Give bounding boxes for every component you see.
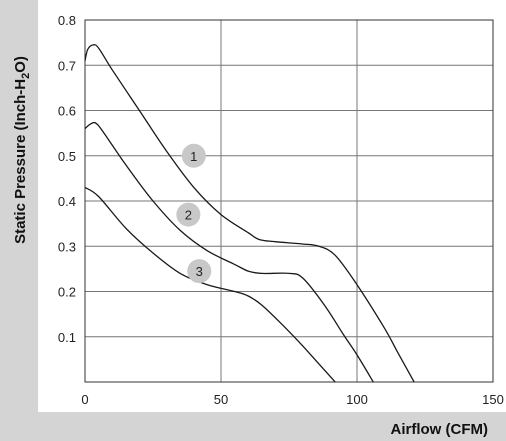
x-axis-title-band [0, 412, 506, 441]
y-tick-label: 0.8 [58, 13, 76, 28]
y-tick-label: 0.5 [58, 149, 76, 164]
plot-frame [84, 19, 494, 383]
y-tick-label: 0.7 [58, 58, 76, 73]
x-axis-title: Airflow (CFM) [391, 421, 488, 438]
series-badge-2 [176, 202, 201, 227]
y-tick-label: 0.3 [58, 239, 76, 254]
grid-lines [85, 19, 493, 382]
y-tick-label: 0.6 [58, 104, 76, 119]
series-line-1 [84, 44, 415, 383]
x-tick-label: 0 [81, 392, 88, 407]
y-axis-title-band [0, 0, 38, 441]
y-tick-label: 0.4 [58, 194, 76, 209]
series-badge-label: 2 [185, 208, 192, 223]
y-axis-title: Static Pressure (Inch-H2O) [12, 56, 32, 244]
x-tick-label: 100 [346, 392, 368, 407]
x-tick-label: 50 [214, 392, 228, 407]
series-line-3 [84, 186, 336, 383]
series-badge-1 [181, 143, 206, 168]
series-badge-label: 3 [196, 264, 203, 279]
series-badge-label: 1 [190, 149, 197, 164]
y-tick-label: 0.2 [58, 285, 76, 300]
series-badge-3 [187, 259, 212, 284]
y-tick-label: 0.1 [58, 330, 76, 345]
series-line-2 [84, 121, 374, 383]
x-tick-label: 150 [482, 392, 504, 407]
series-lines [84, 44, 415, 383]
y-axis-title-main: Static Pressure (Inch-H [12, 79, 29, 244]
y-axis-title-end: O) [12, 56, 29, 73]
x-tick-labels: 0 50 100 150 [81, 392, 503, 407]
series-badges: 1 2 3 [176, 143, 212, 284]
y-axis-title-subscript: 2 [20, 73, 32, 79]
y-tick-labels: 0.1 0.2 0.3 0.4 0.5 0.6 0.7 0.8 [58, 13, 76, 345]
